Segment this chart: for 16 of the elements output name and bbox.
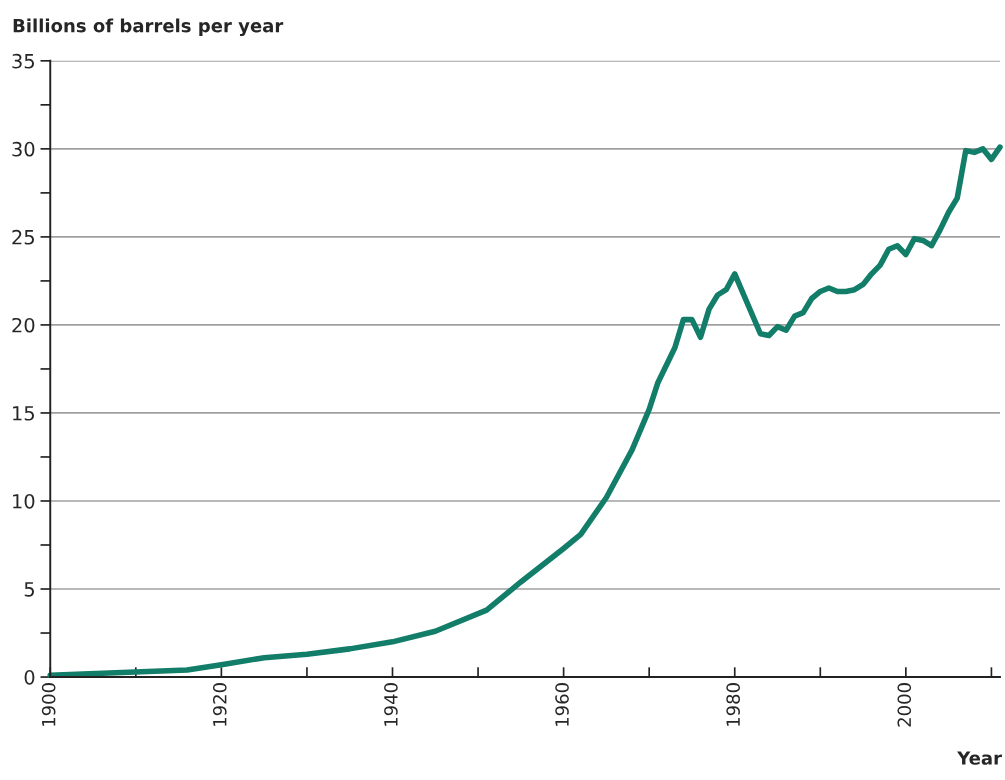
y-tick-label: 35 [12,53,34,69]
y-tick-label: 0 [24,670,35,685]
y-tick-label: 15 [13,406,34,421]
y-tick-label: 10 [13,493,35,509]
x-tick-label: 2000 [897,683,912,727]
x-tick-label: 1980 [726,683,740,726]
y-tick-label: 25 [12,229,34,245]
x-tick-label: 1940 [384,683,398,726]
y-tick-label: 5 [24,582,34,597]
x-axis-title: Year [957,751,1002,765]
y-tick-label: 30 [12,141,35,157]
x-tick-label: 1900 [41,683,56,726]
y-tick-label: 20 [12,317,35,333]
y-axis-title: Billions of barrels per year [13,18,284,37]
x-tick-label: 1960 [555,683,569,726]
x-tick-label: 1920 [212,683,227,726]
